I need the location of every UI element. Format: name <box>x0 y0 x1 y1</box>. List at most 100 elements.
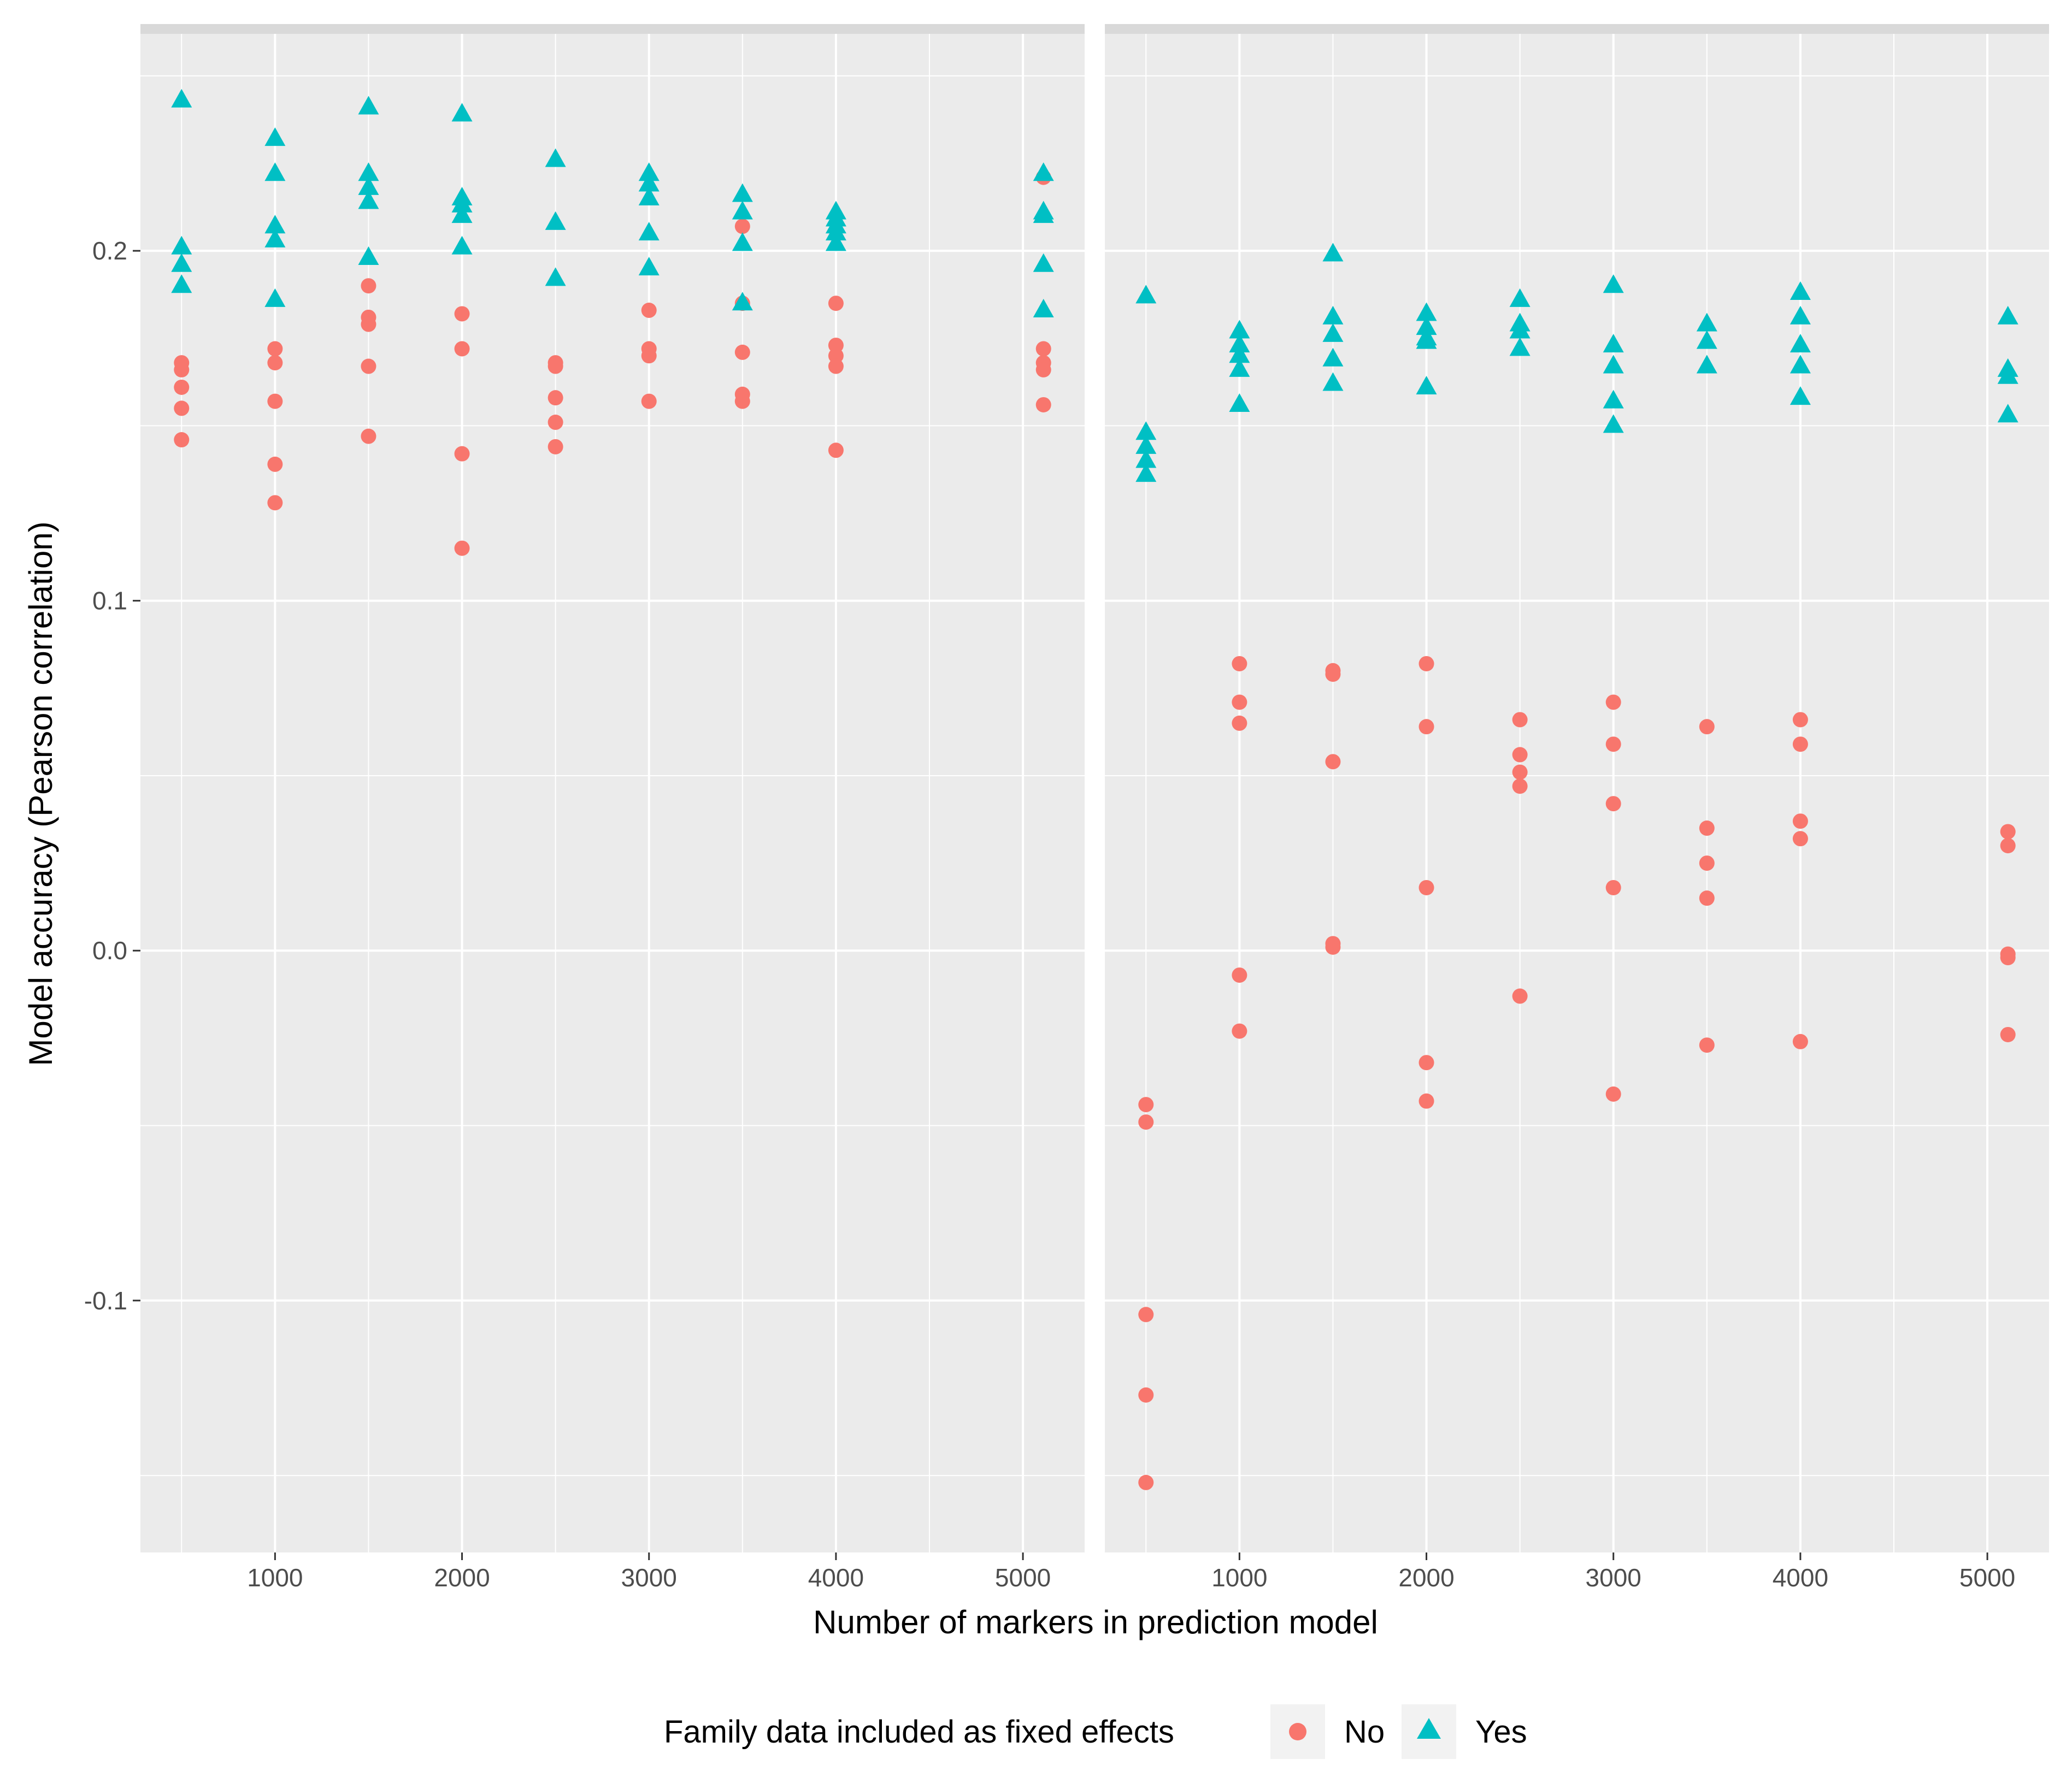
data-point-no <box>174 432 190 448</box>
data-point-yes <box>264 127 286 146</box>
data-point-yes <box>545 267 566 286</box>
data-point-yes <box>1603 355 1624 374</box>
data-point-yes <box>451 235 473 255</box>
data-point-no <box>548 358 563 374</box>
data-point-no <box>174 362 190 377</box>
data-point-no <box>641 348 657 364</box>
data-point-no <box>734 344 750 360</box>
data-point-no <box>1138 1097 1154 1113</box>
data-point-yes <box>1033 299 1054 318</box>
data-point-yes <box>264 288 286 307</box>
data-point-yes <box>1229 344 1250 363</box>
data-point-yes <box>264 162 286 181</box>
data-point-no <box>1418 1055 1434 1071</box>
data-point-no <box>361 428 376 444</box>
data-point-yes <box>732 183 753 202</box>
data-point-no <box>828 358 844 374</box>
x-tick-label: 4000 <box>1773 1563 1828 1592</box>
y-tick-label: 0.2 <box>92 237 127 265</box>
data-point-yes <box>1790 334 1811 353</box>
data-point-yes <box>264 228 286 247</box>
data-point-yes <box>264 215 286 234</box>
x-tick-label: 4000 <box>808 1563 864 1592</box>
data-point-yes <box>1603 274 1624 293</box>
data-point-no <box>1138 1114 1154 1130</box>
x-tick-label: 2000 <box>1398 1563 1454 1592</box>
data-point-yes <box>1229 393 1250 412</box>
data-point-no <box>1325 666 1341 682</box>
data-point-no <box>1418 719 1434 735</box>
data-point-yes <box>732 292 753 311</box>
data-point-yes <box>1603 389 1624 409</box>
data-point-yes <box>1603 334 1624 353</box>
data-point-no <box>1232 967 1247 983</box>
panel-strip <box>140 24 1085 34</box>
data-point-yes <box>1790 281 1811 300</box>
series-no <box>174 169 1051 556</box>
data-point-yes <box>1322 347 1344 367</box>
data-point-yes <box>545 211 566 230</box>
data-point-no <box>1512 988 1528 1004</box>
x-axis-title: Number of markers in prediction model <box>813 1604 1378 1640</box>
data-point-yes <box>1033 253 1054 272</box>
data-point-yes <box>1135 285 1157 304</box>
data-point-no <box>361 278 376 294</box>
data-point-no <box>1512 712 1528 728</box>
x-tick-label: 3000 <box>621 1563 677 1592</box>
data-point-no <box>1605 796 1621 812</box>
data-point-no <box>734 393 750 409</box>
data-point-yes <box>545 148 566 167</box>
data-point-no <box>548 390 563 406</box>
data-point-yes <box>638 173 660 192</box>
data-point-yes <box>732 232 753 251</box>
panel-1 <box>140 24 1085 1552</box>
data-point-yes <box>1416 330 1437 349</box>
legend: Family data included as fixed effects No… <box>664 1704 1527 1759</box>
data-point-no <box>1325 754 1341 770</box>
data-point-yes <box>1229 334 1250 353</box>
data-point-no <box>2000 950 2016 966</box>
data-point-yes <box>732 200 753 220</box>
data-point-no <box>1232 694 1247 710</box>
data-point-yes <box>1997 404 2018 423</box>
data-point-no <box>267 393 283 409</box>
data-point-no <box>1792 813 1808 829</box>
data-point-no <box>548 415 563 430</box>
series-no <box>1138 656 2016 1490</box>
data-point-yes <box>1135 449 1157 468</box>
data-point-yes <box>358 176 379 195</box>
data-point-no <box>1035 362 1051 377</box>
data-point-no <box>2000 838 2016 854</box>
data-point-yes <box>171 235 192 255</box>
data-point-yes <box>358 96 379 115</box>
data-point-yes <box>1696 355 1717 374</box>
data-point-no <box>1605 1086 1621 1102</box>
data-point-no <box>641 393 657 409</box>
data-point-no <box>1035 341 1051 357</box>
data-point-yes <box>638 187 660 206</box>
data-point-yes <box>1790 355 1811 374</box>
data-point-no <box>1418 656 1434 671</box>
data-point-yes <box>638 222 660 241</box>
data-point-yes <box>171 253 192 272</box>
series-yes <box>171 88 1054 318</box>
data-point-yes <box>1033 204 1054 223</box>
panels-layer <box>140 24 2049 1552</box>
legend-key-yes-marker <box>1417 1718 1441 1739</box>
data-point-yes <box>1696 330 1717 349</box>
data-point-no <box>1512 778 1528 794</box>
data-point-yes <box>1696 312 1717 332</box>
data-point-yes <box>1322 372 1344 391</box>
data-point-yes <box>1416 316 1437 335</box>
data-point-no <box>734 219 750 234</box>
x-tick-label: 1000 <box>1211 1563 1267 1592</box>
data-point-no <box>1605 694 1621 710</box>
data-point-yes <box>1509 288 1531 307</box>
panel-background <box>140 34 1085 1552</box>
data-point-yes <box>638 257 660 276</box>
data-point-no <box>1232 656 1247 671</box>
panel-2 <box>1105 24 2049 1552</box>
data-point-yes <box>1997 305 2018 324</box>
data-point-yes <box>825 232 846 251</box>
data-point-yes <box>1790 305 1811 324</box>
